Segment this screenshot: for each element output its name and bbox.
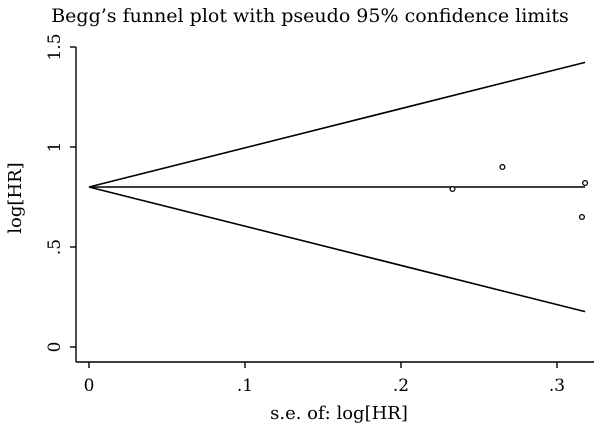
y-tick-label: 1 (45, 142, 65, 153)
y-tick-label: .5 (45, 239, 65, 255)
study-point (499, 163, 506, 171)
study-point (449, 185, 456, 193)
x-axis-ticks: 0 .1 .2 .3 (84, 362, 565, 396)
lower-confidence-limit-line (88, 186, 586, 313)
chart-title: Begg’s funnel plot with pseudo 95% confi… (51, 5, 569, 27)
upper-confidence-limit-line (88, 61, 586, 188)
study-points (449, 163, 589, 221)
x-axis-label: s.e. of: log[HR] (270, 403, 408, 424)
x-tick-label: 0 (84, 376, 95, 396)
x-tick-label: .2 (393, 376, 409, 396)
x-tick-label: .3 (549, 376, 565, 396)
study-point (578, 213, 586, 221)
x-tick-label: .1 (237, 376, 253, 396)
axes (75, 47, 594, 363)
plot-lines (88, 61, 586, 313)
y-axis-ticks: 0 .5 1 1.5 (45, 33, 76, 352)
y-tick-label: 1.5 (45, 33, 65, 60)
study-point (582, 179, 589, 187)
y-tick-label: 0 (45, 342, 65, 353)
y-axis-label: log[HR] (5, 162, 26, 233)
